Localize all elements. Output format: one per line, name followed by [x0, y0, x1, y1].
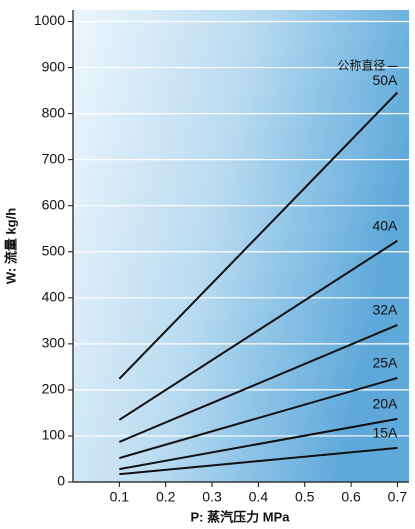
- y-tick-label: 400: [42, 289, 66, 305]
- y-tick-label: 100: [42, 427, 66, 443]
- y-tick-label: 500: [42, 242, 66, 258]
- x-tick-label: 0.1: [110, 489, 130, 505]
- y-tick-label: 700: [42, 150, 66, 166]
- y-tick-label: 0: [57, 473, 65, 489]
- plot-area: [73, 10, 409, 482]
- series-line: [119, 376, 398, 460]
- series-label: 50A: [372, 72, 398, 88]
- series-label: 25A: [372, 355, 398, 371]
- y-tick-label: 600: [42, 196, 66, 212]
- x-tick-label: 0.3: [202, 489, 222, 505]
- series-line: [118, 324, 398, 443]
- series-line: [118, 91, 399, 380]
- series-line: [119, 417, 398, 471]
- x-tick-label: 0.4: [249, 489, 269, 505]
- series-line: [119, 446, 398, 476]
- y-tick-label: 1000: [34, 12, 65, 28]
- x-tick-label: 0.6: [341, 489, 361, 505]
- series-label: 32A: [372, 302, 398, 318]
- x-tick-label: 0.7: [388, 489, 408, 505]
- y-tick-label: 900: [42, 58, 66, 74]
- series-label: 40A: [372, 217, 398, 233]
- y-tick-label: 300: [42, 335, 66, 351]
- x-axis-label: P: 蒸汽压力 MPa: [191, 509, 291, 524]
- y-tick-label: 200: [42, 381, 66, 397]
- series-label: 20A: [372, 396, 398, 412]
- y-tick-label: 800: [42, 104, 66, 120]
- x-tick-label: 0.2: [156, 489, 176, 505]
- series-label: 15A: [372, 425, 398, 441]
- x-tick-label: 0.5: [295, 489, 315, 505]
- y-axis-label: W: 流量 kg/h: [3, 208, 18, 284]
- series-line: [118, 239, 398, 421]
- legend-title: 公称直径: [337, 59, 385, 73]
